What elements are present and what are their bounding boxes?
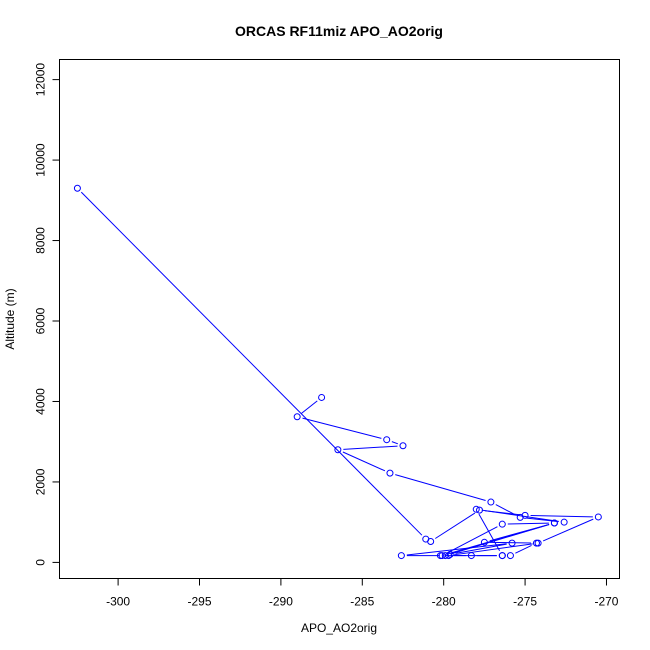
series-segment (391, 441, 399, 445)
data-point (532, 539, 540, 547)
series-segment (515, 545, 532, 554)
y-tick-label: 2000 (34, 468, 48, 495)
data-point (550, 519, 558, 527)
data-point (441, 552, 449, 560)
y-tick-label: 12000 (34, 63, 48, 97)
series-segment (343, 445, 398, 450)
data-point (487, 498, 495, 506)
series-segment (455, 543, 507, 554)
x-tick-label: -295 (187, 595, 211, 609)
series-segment (302, 417, 382, 439)
series-segment (395, 474, 486, 502)
y-axis-label: Altitude (m) (3, 288, 17, 349)
plot-frame (59, 59, 620, 579)
x-axis: -300 -295 -290 -285 -280 -275 -270 (106, 578, 619, 609)
data-point (427, 537, 435, 545)
data-point (318, 393, 326, 401)
x-axis-label: APO_AO2orig (301, 621, 377, 635)
x-tick-label: -285 (350, 595, 374, 609)
data-point (508, 539, 516, 547)
series-segment (489, 541, 531, 544)
x-tick-label: -290 (269, 595, 293, 609)
chart-title: ORCAS RF11miz APO_AO2orig (235, 23, 443, 39)
series-segment (301, 400, 318, 414)
data-point (436, 552, 444, 560)
data-point (498, 552, 506, 560)
series-segment (80, 191, 423, 536)
data-point (383, 436, 391, 444)
data-point (397, 552, 405, 560)
y-tick-label: 8000 (34, 227, 48, 254)
x-tick-label: -275 (513, 595, 537, 609)
data-point (467, 552, 475, 560)
y-tick-label: 10000 (34, 143, 48, 177)
y-tick-label: 6000 (34, 307, 48, 334)
x-tick-label: -300 (106, 595, 130, 609)
series-segment (453, 543, 533, 556)
y-tick-label: 4000 (34, 388, 48, 415)
data-point (73, 184, 81, 192)
data-point (334, 446, 342, 454)
data-point (498, 520, 506, 528)
y-tick-label: 0 (34, 559, 48, 566)
data-point (594, 513, 602, 521)
x-tick-label: -270 (594, 595, 618, 609)
series-segment (478, 513, 501, 552)
data-point (399, 442, 407, 450)
data-point (472, 505, 480, 513)
data-point (445, 552, 453, 560)
series-segment (450, 524, 550, 555)
data-point (506, 552, 514, 560)
data-point (516, 513, 524, 521)
data-point (446, 550, 454, 558)
data-point (476, 506, 483, 514)
series-segment (435, 512, 476, 539)
data-point (293, 413, 301, 421)
data-point (480, 538, 488, 546)
data-point (560, 518, 568, 526)
series-segment (507, 522, 549, 525)
series-layer (73, 184, 602, 560)
series-segment (342, 451, 386, 472)
series-segment (481, 509, 559, 522)
series-segment (542, 518, 594, 542)
data-point (386, 469, 394, 477)
series-segment (495, 504, 516, 516)
y-axis: 0 2000 4000 6000 8000 10000 12000 (34, 63, 60, 566)
series-segment (406, 543, 507, 556)
series-segment (525, 517, 559, 523)
series-segment (530, 514, 593, 518)
x-tick-label: -280 (432, 595, 456, 609)
